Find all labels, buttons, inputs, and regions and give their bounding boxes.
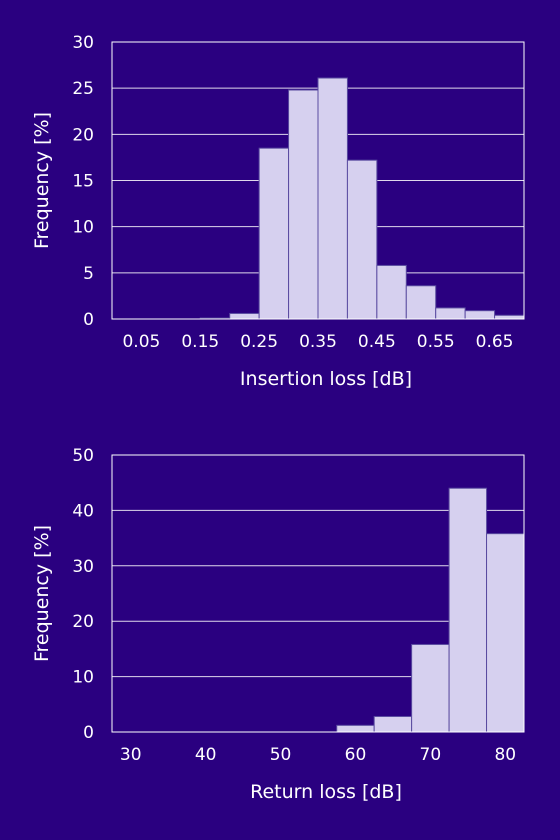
y-axis-title: Frequency [%]	[31, 525, 53, 662]
histogram-bar	[435, 307, 466, 320]
histogram-bar	[336, 724, 375, 733]
histogram-bar	[229, 312, 260, 320]
x-tick-label: 0.15	[181, 332, 219, 352]
x-tick-label: 40	[195, 745, 217, 765]
y-tick-label: 0	[83, 723, 94, 743]
x-tick-label: 80	[494, 745, 516, 765]
y-tick-label: 10	[72, 668, 94, 688]
x-tick-label: 0.25	[240, 332, 278, 352]
plot-frame	[111, 41, 525, 320]
histogram-bar	[411, 643, 450, 733]
histogram-1: 0 5 10 15 20 25 30 0.05 0.15 0.25 0.35 0.45 0.55 0.65…	[31, 33, 525, 390]
y-tick-label: 0	[83, 310, 94, 330]
histogram-bar	[373, 715, 413, 733]
x-tick-label: 0.05	[122, 332, 160, 352]
y-tick-label: 40	[72, 501, 94, 521]
y-axis-title: Frequency [%]	[31, 112, 53, 249]
x-axis-title: Return loss [dB]	[250, 781, 402, 803]
y-tick-label: 25	[72, 79, 94, 99]
y-tick-label: 5	[83, 264, 94, 284]
x-tick-label: 50	[270, 745, 292, 765]
y-tick-label: 10	[72, 218, 94, 238]
histogram-bar	[376, 264, 407, 320]
histogram-bar	[405, 285, 437, 320]
histogram-bar	[448, 487, 488, 733]
x-tick-label: 70	[420, 745, 442, 765]
histogram-bar	[346, 159, 378, 320]
x-axis-title: Insertion loss [dB]	[240, 368, 412, 390]
histogram-bar	[317, 77, 348, 320]
y-tick-label: 30	[72, 557, 94, 577]
x-tick-label: 0.55	[417, 332, 455, 352]
x-tick-label: 0.35	[299, 332, 337, 352]
histogram-2: 0 10 20 30 40 50 30 40 50 60 70 80 Return loss [dB] F…	[31, 446, 525, 803]
y-tick-label: 20	[72, 612, 94, 632]
plot-frame	[111, 454, 525, 733]
y-tick-label: 30	[72, 33, 94, 53]
histogram-bar	[464, 310, 496, 320]
x-tick-label: 0.45	[358, 332, 396, 352]
histogram-bar	[486, 533, 525, 733]
histogram-bar	[288, 89, 319, 320]
x-tick-label: 60	[345, 745, 367, 765]
y-tick-label: 50	[72, 446, 94, 466]
y-tick-label: 15	[72, 172, 94, 192]
histogram-bar	[258, 147, 290, 320]
x-tick-label: 0.65	[476, 332, 514, 352]
x-tick-label: 30	[120, 745, 142, 765]
y-tick-label: 20	[72, 125, 94, 145]
histogram-bar	[494, 314, 525, 320]
